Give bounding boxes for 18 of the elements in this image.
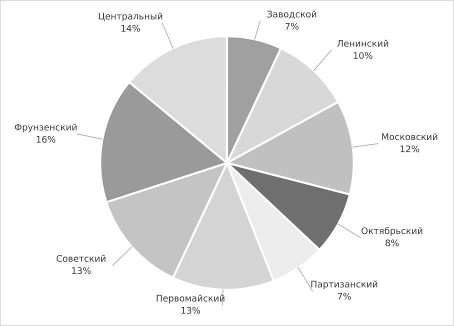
data-label: 16% (36, 136, 56, 143)
data-label: 13% (72, 267, 91, 274)
slice-label: Фрунзенский (14, 124, 77, 132)
slice-label: Заводской (267, 10, 316, 19)
data-label: 8% (386, 239, 399, 246)
data-label: 13% (181, 306, 200, 314)
data-label: 14% (121, 24, 140, 32)
data-label: 12% (400, 145, 420, 152)
slice-label: Московский (382, 133, 438, 140)
slice-label: Ленинский (337, 40, 388, 47)
slice-label: Центральный (98, 12, 162, 22)
slice-label: Октябрьский (362, 227, 422, 236)
slice-label: Партизанский (311, 280, 378, 290)
data-label: 7% (338, 292, 351, 300)
slice-label: Советский (56, 254, 106, 262)
data-label: 7% (285, 22, 299, 30)
slice-label: Первомайский (156, 294, 224, 304)
data-label: 10% (354, 52, 372, 59)
